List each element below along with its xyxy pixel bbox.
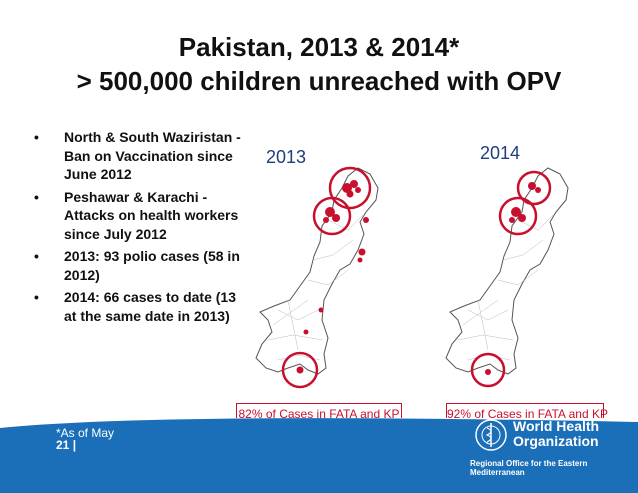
- footer-band: [0, 418, 638, 493]
- pakistan-maps: [255, 166, 569, 389]
- who-region: Regional Office for the Eastern Mediterr…: [470, 459, 588, 477]
- case-marks-2013: [296, 180, 369, 374]
- bullet-marker: •: [34, 129, 39, 145]
- who-org-name: World Health Organization: [513, 419, 599, 449]
- bullet-item: • North & South Waziristan - Ban on Vacc…: [34, 128, 249, 184]
- case-marks-2014: [485, 182, 541, 375]
- page-number-value: 21: [56, 438, 70, 452]
- slide-title: Pakistan, 2013 & 2014* > 500,000 childre…: [0, 30, 638, 98]
- page-number: 21 |: [56, 438, 77, 452]
- bullet-item: • Peshawar & Karachi - Attacks on health…: [34, 188, 249, 244]
- bullet-text: 2014: 66 cases to date (13 at the same d…: [64, 289, 236, 324]
- bullet-marker: •: [34, 248, 39, 264]
- title-line-2: > 500,000 children unreached with OPV: [76, 66, 562, 96]
- bullet-item: • 2014: 66 cases to date (13 at the same…: [34, 288, 249, 325]
- pakistan-outline-2014: [445, 167, 569, 375]
- highlight-circles-2014: [470, 170, 552, 388]
- bullet-list: • North & South Waziristan - Ban on Vacc…: [34, 128, 249, 329]
- map-year-2013: 2013: [266, 147, 307, 167]
- district-lines-2014: [457, 214, 554, 361]
- map-2014: [445, 167, 569, 388]
- who-name-line-1: World Health: [513, 418, 600, 434]
- highlight-circles-2013: [281, 166, 372, 389]
- title-line-1: Pakistan, 2013 & 2014*: [178, 32, 460, 62]
- map-year-2014: 2014: [480, 143, 521, 163]
- bullet-text: 2013: 93 polio cases (58 in 2012): [64, 248, 240, 283]
- pakistan-outline-2013: [255, 167, 379, 375]
- bullet-marker: •: [34, 188, 39, 205]
- bullet-text: North & South Waziristan - Ban on Vaccin…: [64, 129, 241, 182]
- who-name-line-2: Organization: [513, 433, 599, 449]
- map-2013: [255, 166, 379, 389]
- who-emblem-icon: [475, 419, 507, 451]
- bullet-marker: •: [34, 289, 39, 305]
- bullet-text: Peshawar & Karachi - Attacks on health w…: [64, 188, 239, 242]
- bullet-item: • 2013: 93 polio cases (58 in 2012): [34, 247, 249, 284]
- footnote: *As of May: [56, 426, 115, 440]
- footer-curve: [0, 418, 638, 428]
